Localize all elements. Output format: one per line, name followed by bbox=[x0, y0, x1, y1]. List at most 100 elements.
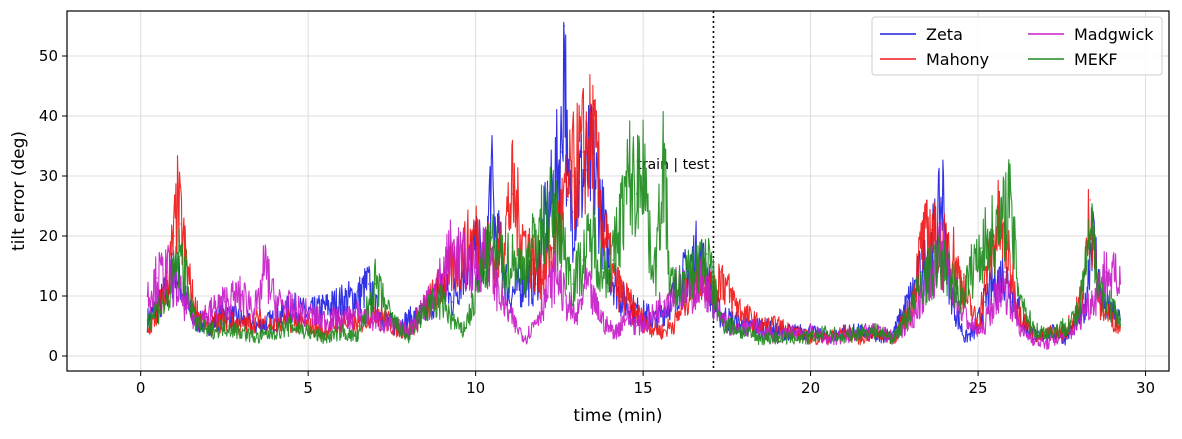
data-point-mahony bbox=[920, 247, 922, 249]
data-point-mekf bbox=[491, 247, 493, 249]
data-point-mekf bbox=[1000, 229, 1003, 231]
x-tick-label: 15 bbox=[634, 379, 653, 397]
data-point-mekf bbox=[1084, 271, 1086, 273]
data-point-mekf bbox=[729, 325, 731, 327]
data-point-zeta bbox=[451, 301, 453, 303]
data-point-mekf bbox=[562, 241, 564, 243]
data-point-mekf bbox=[860, 331, 862, 333]
data-point-madgwick bbox=[1104, 271, 1106, 273]
data-point-zeta bbox=[555, 175, 557, 177]
data-point-zeta bbox=[937, 223, 939, 225]
data-point-madgwick bbox=[307, 313, 309, 315]
data-point-mekf bbox=[843, 337, 845, 339]
y-tick-label: 50 bbox=[39, 47, 58, 65]
data-point-madgwick bbox=[1031, 337, 1033, 339]
data-point-mekf bbox=[531, 247, 534, 249]
data-point-mekf bbox=[324, 337, 326, 339]
data-point-mahony bbox=[1089, 199, 1091, 201]
data-point-madgwick bbox=[424, 301, 427, 303]
data-point-zeta bbox=[324, 307, 326, 309]
data-point-mekf bbox=[602, 271, 604, 273]
data-point-mekf bbox=[193, 319, 195, 321]
data-point-mekf bbox=[582, 259, 584, 261]
data-point-mahony bbox=[290, 319, 293, 321]
data-point-mahony bbox=[602, 223, 604, 225]
data-point-zeta bbox=[508, 295, 510, 297]
data-point-mekf bbox=[274, 331, 276, 333]
data-point-madgwick bbox=[940, 253, 942, 255]
data-point-mekf bbox=[572, 283, 574, 285]
data-point-madgwick bbox=[1010, 301, 1013, 303]
data-point-mekf bbox=[622, 205, 624, 207]
data-point-madgwick bbox=[451, 247, 453, 249]
data-point-madgwick bbox=[146, 295, 148, 297]
data-point-madgwick bbox=[649, 319, 651, 321]
data-point-mahony bbox=[240, 325, 242, 327]
legend-box bbox=[871, 16, 1163, 76]
data-point-zeta bbox=[920, 271, 922, 273]
data-point-madgwick bbox=[595, 307, 597, 309]
x-tick-label: 10 bbox=[466, 379, 485, 397]
data-point-zeta bbox=[367, 283, 370, 285]
data-point-mekf bbox=[1027, 319, 1029, 321]
data-point-mahony bbox=[475, 235, 477, 237]
data-point-mekf bbox=[712, 283, 715, 285]
data-point-mahony bbox=[180, 223, 182, 225]
data-point-madgwick bbox=[207, 313, 209, 315]
data-point-mekf bbox=[776, 337, 778, 339]
data-point-madgwick bbox=[545, 295, 547, 297]
legend-label-mahony: Mahony bbox=[926, 50, 989, 69]
data-point-mekf bbox=[146, 319, 148, 321]
data-point-mekf bbox=[173, 271, 175, 273]
data-point-madgwick bbox=[990, 307, 993, 309]
data-point-zeta bbox=[974, 331, 976, 333]
data-point-madgwick bbox=[535, 319, 537, 321]
data-point-mahony bbox=[1017, 307, 1019, 309]
data-point-madgwick bbox=[166, 271, 169, 273]
data-point-zeta bbox=[984, 301, 986, 303]
data-point-mekf bbox=[920, 283, 922, 285]
data-point-mekf bbox=[1037, 331, 1039, 333]
data-point-mekf bbox=[1101, 295, 1103, 297]
data-point-zeta bbox=[408, 319, 410, 321]
data-point-mekf bbox=[186, 283, 189, 285]
data-point-madgwick bbox=[461, 259, 463, 261]
data-point-mekf bbox=[521, 271, 524, 273]
data-point-mekf bbox=[501, 265, 504, 267]
data-point-mekf bbox=[1017, 283, 1019, 285]
data-point-madgwick bbox=[615, 331, 617, 333]
data-point-mekf bbox=[1119, 325, 1122, 327]
data-point-mekf bbox=[156, 307, 159, 309]
data-point-zeta bbox=[1004, 271, 1006, 273]
data-point-madgwick bbox=[970, 325, 972, 327]
data-point-mekf bbox=[876, 331, 879, 333]
data-point-zeta bbox=[578, 181, 581, 183]
data-point-mekf bbox=[1064, 325, 1066, 327]
data-point-mekf bbox=[511, 259, 514, 261]
data-point-mekf bbox=[910, 307, 912, 309]
data-point-mahony bbox=[743, 313, 745, 315]
data-point-mahony bbox=[572, 175, 574, 177]
data-point-mahony bbox=[511, 193, 514, 195]
data-point-madgwick bbox=[1119, 283, 1122, 285]
data-point-mekf bbox=[743, 331, 745, 333]
y-tick-label: 30 bbox=[39, 167, 58, 185]
data-point-mekf bbox=[180, 253, 182, 255]
data-point-mekf bbox=[662, 151, 664, 153]
data-point-madgwick bbox=[635, 325, 638, 327]
legend-label-madgwick: Madgwick bbox=[1074, 25, 1154, 44]
data-point-mahony bbox=[843, 331, 845, 333]
data-point-madgwick bbox=[565, 301, 567, 303]
data-point-mahony bbox=[582, 151, 584, 153]
data-point-madgwick bbox=[156, 277, 159, 279]
data-point-mahony bbox=[729, 295, 731, 297]
data-point-mekf bbox=[542, 223, 544, 225]
data-point-mekf bbox=[374, 283, 376, 285]
data-point-madgwick bbox=[525, 337, 527, 339]
data-point-zeta bbox=[609, 265, 611, 267]
data-point-madgwick bbox=[274, 301, 276, 303]
data-point-zeta bbox=[567, 199, 569, 201]
data-point-mahony bbox=[274, 325, 276, 327]
data-point-mahony bbox=[156, 313, 159, 315]
